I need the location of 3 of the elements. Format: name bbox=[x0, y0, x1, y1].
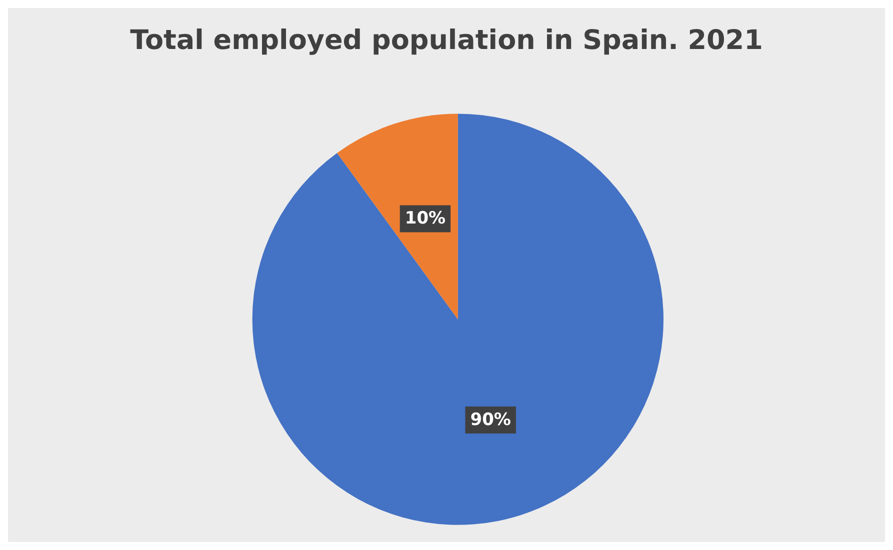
data-label: 90% bbox=[470, 410, 511, 430]
chart-title: Total employed population in Spain. 2021 bbox=[130, 25, 763, 56]
data-label: 10% bbox=[404, 208, 446, 229]
